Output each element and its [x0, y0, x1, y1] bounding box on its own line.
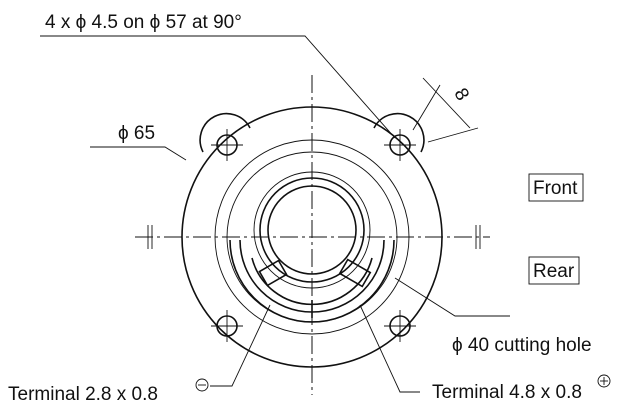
hole-spec: 4 x ϕ 4.5 on ϕ 57 at 90° [45, 12, 242, 33]
leader [90, 147, 186, 160]
terminal-negative: Terminal 2.8 x 0.8 [8, 384, 158, 405]
rear-label: Rear [533, 261, 575, 282]
dimension: 8 [449, 85, 472, 105]
outer-diameter: ϕ 65 [118, 123, 155, 144]
cutting-hole-label: ϕ 40 cutting hole [452, 335, 592, 356]
leader [40, 36, 395, 138]
terminal-positive: Terminal 4.8 x 0.8 [432, 382, 582, 403]
drawing: 4 x ϕ 4.5 on ϕ 57 at 90° ϕ 65 8 Front Re… [0, 0, 628, 407]
front-label: Front [533, 178, 578, 199]
lug [200, 114, 250, 152]
hole-centers [211, 129, 416, 342]
dimension-line [423, 78, 470, 128]
extension-line [428, 128, 478, 142]
leader [360, 305, 420, 392]
leader [395, 278, 510, 316]
lug [374, 114, 424, 152]
